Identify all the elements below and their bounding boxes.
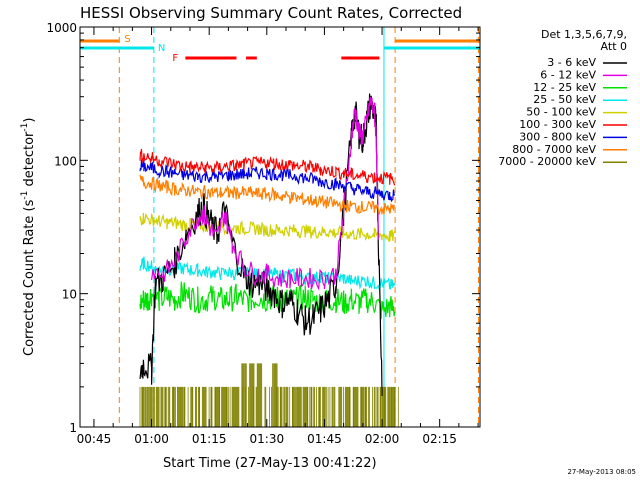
series-line <box>139 174 395 215</box>
y-axis-label-end: ) <box>22 118 37 123</box>
y-tick-label: 1000 <box>46 21 77 35</box>
series-layer <box>139 93 399 427</box>
series-50-100-kev <box>139 212 396 243</box>
series-line <box>139 93 383 397</box>
x-tick-label: 02:00 <box>365 432 400 446</box>
series-line <box>139 212 396 243</box>
legend-label: 12 - 25 keV <box>533 81 596 94</box>
x-tick-label: 00:45 <box>77 432 112 446</box>
series-3-6-kev <box>139 93 383 397</box>
series-7000-20000-kev <box>139 363 399 427</box>
x-tick-label: 01:45 <box>307 432 342 446</box>
y-axis-label-sup1: -1 <box>20 191 30 200</box>
series-line <box>151 96 379 291</box>
legend-label: 50 - 100 keV <box>526 106 596 119</box>
legend-label: 100 - 300 keV <box>519 118 596 131</box>
legend-label: 300 - 800 keV <box>519 130 596 143</box>
footer-timestamp: 27-May-2013 08:05 <box>567 468 636 476</box>
y-tick-label: 10 <box>62 288 77 302</box>
y-axis-label-main: Corrected Count Rate (s <box>22 199 37 356</box>
x-tick-label: 01:30 <box>250 432 285 446</box>
legend-label: 6 - 12 keV <box>540 68 596 81</box>
y-axis-label: Corrected Count Rate (s-1 detector-1) <box>20 118 37 356</box>
chart-title: HESSI Observing Summary Count Rates, Cor… <box>80 4 462 22</box>
series-100-300-kev <box>139 148 396 186</box>
series-line <box>139 281 396 320</box>
series-12-25-kev <box>139 281 396 320</box>
y-axis-label-mid: detector <box>22 131 37 191</box>
legend-label: 25 - 50 keV <box>533 93 596 106</box>
legend-label: 3 - 6 keV <box>547 56 596 69</box>
saa-label: S <box>124 34 130 45</box>
series-6-12-kev <box>151 96 379 291</box>
x-tick-label: 01:15 <box>192 432 227 446</box>
series-line <box>139 148 396 186</box>
plot-frame <box>79 26 481 428</box>
series-800-7000-kev <box>139 174 395 215</box>
legend-label: 7000 - 20000 keV <box>498 155 596 168</box>
y-tick-label: 100 <box>54 154 77 168</box>
flare-label: F <box>172 53 178 64</box>
legend-label: 800 - 7000 keV <box>512 143 596 156</box>
x-axis-label: Start Time (27-May-13 00:41:22) <box>163 456 377 471</box>
x-tick-label: 02:15 <box>422 432 457 446</box>
legend-header-2: Att 0 <box>601 40 627 53</box>
y-tick-label: 1 <box>69 421 77 435</box>
x-tick-label: 01:00 <box>134 432 169 446</box>
legend-header-1: Det 1,3,5,6,7,9, <box>541 28 627 41</box>
marker-layer: S NF <box>80 27 480 427</box>
night-label: N <box>158 43 165 54</box>
axes-layer: 00:45 01:00 01:15 01:30 01:45 02:00 02:15 1 10 10… <box>46 21 480 446</box>
y-axis-label-sup2: -1 <box>20 123 30 132</box>
series-line <box>139 363 399 427</box>
